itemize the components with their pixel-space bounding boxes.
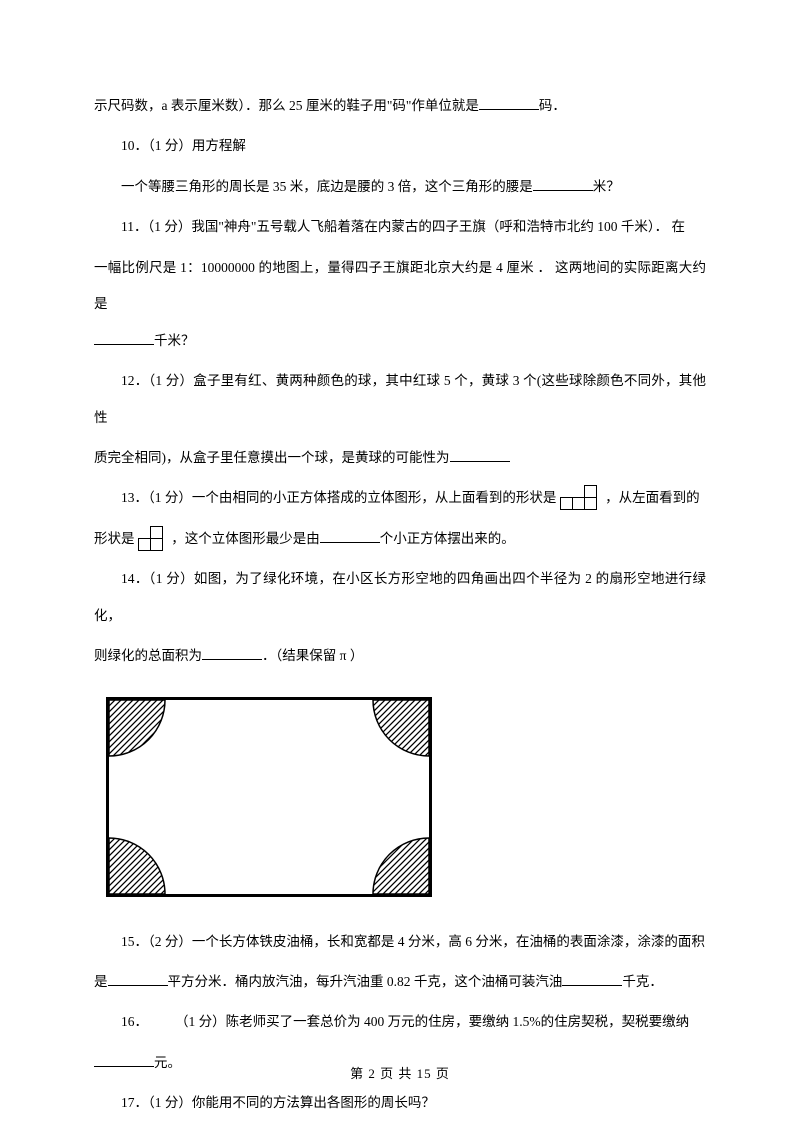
blank	[108, 973, 168, 987]
q13-p1: 13．（1 分）一个由相同的小正方体搭成的立体图形，从上面看到的形状是	[121, 490, 556, 505]
q11-line2-b: 千米？	[154, 333, 195, 348]
q13-line2: 形状是 ，这个立体图形最少是由 个小正方体摆出来的。	[94, 521, 706, 557]
q12-line2-text: 质完全相同)，从盒子里任意摸出一个球，是黄球的可能性为	[94, 450, 450, 465]
q16-b: （1 分）陈老师买了一套总价为 400 万元的住房，要缴纳 1.5%的住房契税，…	[175, 1014, 689, 1029]
q10-body-a: 一个等腰三角形的周长是 35 米，底边是腰的 3 倍，这个三角形的腰是	[121, 179, 533, 194]
q9-text-a: 示尺码数，a 表示厘米数）．那么 25 厘米的鞋子用"码"作单位就是	[94, 98, 479, 113]
q12-line2: 质完全相同)，从盒子里任意摸出一个球，是黄球的可能性为	[94, 440, 706, 476]
blank	[562, 973, 622, 987]
q16-line1: 16． （1 分）陈老师买了一套总价为 400 万元的住房，要缴纳 1.5%的住…	[94, 1004, 706, 1040]
blank	[94, 331, 154, 345]
q14-line1: 14．（1 分）如图，为了绿化环境，在小区长方形空地的四角画出四个半径为 2 的…	[94, 561, 706, 634]
q9-continuation: 示尺码数，a 表示厘米数）．那么 25 厘米的鞋子用"码"作单位就是 码．	[94, 88, 706, 124]
q15-a: 是	[94, 974, 108, 989]
blank	[202, 647, 262, 661]
page: 示尺码数，a 表示厘米数）．那么 25 厘米的鞋子用"码"作单位就是 码． 10．…	[0, 0, 800, 1132]
blank	[450, 448, 510, 462]
q15-b: 平方分米．桶内放汽油，每升汽油重 0.82 千克，这个油桶可装汽油	[168, 974, 563, 989]
top-view-icon	[560, 485, 602, 513]
q13-p3: 形状是	[94, 531, 135, 546]
q13-p5: 个小正方体摆出来的。	[380, 531, 515, 546]
q9-text-b: 码．	[539, 98, 566, 113]
left-view-icon	[138, 526, 168, 554]
q12-line1: 12．（1 分）盒子里有红、黄两种颜色的球，其中红球 5 个，黄球 3 个(这些…	[94, 363, 706, 436]
blank	[533, 177, 593, 191]
q10-body-b: 米？	[593, 179, 620, 194]
q10-head: 10．（1 分）用方程解	[94, 128, 706, 164]
q11-line1: 11．（1 分）我国"神舟"五号载人飞船着落在内蒙古的四子王旗（呼和浩特市北约 …	[94, 209, 706, 245]
q14-line2: 则绿化的总面积为 ．（结果保留 π ）	[94, 638, 706, 674]
q16-a: 16．	[121, 1014, 148, 1029]
q11-line2: 一幅比例尺是 1：10000000 的地图上，量得四子王旗距北京大约是 4 厘米…	[94, 250, 706, 359]
q15-c: 千克．	[622, 974, 663, 989]
q15-line1: 15．（2 分）一个长方体铁皮油桶，长和宽都是 4 分米，高 6 分米，在油桶的…	[94, 924, 706, 960]
q15-line2: 是 平方分米．桶内放汽油，每升汽油重 0.82 千克，这个油桶可装汽油 千克．	[94, 964, 706, 1000]
blank	[479, 97, 539, 111]
blank	[320, 529, 380, 543]
q10-body: 一个等腰三角形的周长是 35 米，底边是腰的 3 倍，这个三角形的腰是 米？	[94, 169, 706, 205]
q14-figure	[106, 697, 706, 902]
page-footer: 第 2 页 共 15 页	[0, 1063, 800, 1082]
q14-line2-b: ．（结果保留 π ）	[262, 648, 363, 663]
q13-line1: 13．（1 分）一个由相同的小正方体搭成的立体图形，从上面看到的形状是 ，从左面…	[94, 480, 706, 516]
q13-p2: ，从左面看到的	[605, 490, 700, 505]
q11-line2-a: 一幅比例尺是 1：10000000 的地图上，量得四子王旗距北京大约是 4 厘米…	[94, 260, 706, 311]
q13-p4: ，这个立体图形最少是由	[171, 531, 320, 546]
rectangle-sectors-diagram	[106, 697, 432, 897]
q17: 17．（1 分）你能用不同的方法算出各图形的周长吗？	[94, 1085, 706, 1121]
q14-line2-a: 则绿化的总面积为	[94, 648, 202, 663]
